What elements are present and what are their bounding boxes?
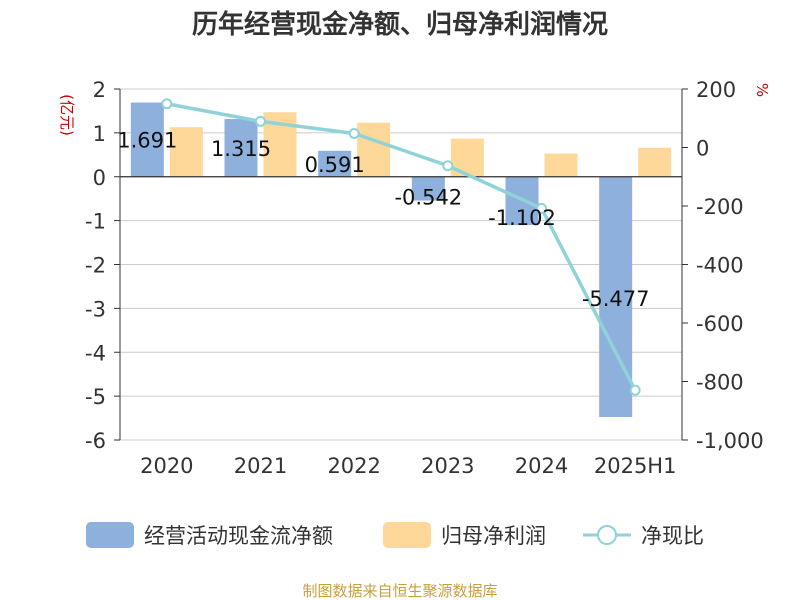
left-axis-tick-label: -1 <box>85 210 106 234</box>
x-axis-tick-label: 2024 <box>515 454 568 478</box>
left-axis-unit-label: (亿元) <box>58 94 76 136</box>
left-axis-tick-label: -3 <box>85 297 106 321</box>
bar-operating-cashflow <box>318 150 352 177</box>
legend-swatch-netprofit <box>383 522 431 548</box>
right-axis-tick-label: -400 <box>696 254 744 278</box>
legend-label-cashflow: 经营活动现金流净额 <box>144 524 333 548</box>
bar-net-profit <box>638 147 672 177</box>
left-axis-tick-label: 1 <box>93 122 106 146</box>
bar-value-label: 1.315 <box>211 137 271 161</box>
left-axis-tick-label: -4 <box>85 341 106 365</box>
right-axis-tick-label: 200 <box>696 78 736 102</box>
x-axis-tick-label: 2022 <box>327 454 380 478</box>
line-cash-ratio <box>166 102 637 392</box>
right-axis-tick-label: -600 <box>696 312 744 336</box>
right-axis-tick-label: -1,000 <box>696 429 764 453</box>
bar-value-label: 1.691 <box>117 129 177 153</box>
x-axis-tick-label: 2025H1 <box>594 454 677 478</box>
bar-value-label: 0.591 <box>305 153 365 177</box>
bar-operating-cashflow <box>411 176 445 201</box>
legend-swatch-cashflow <box>86 522 134 548</box>
left-axis-tick-label: -6 <box>85 429 106 453</box>
legend-label-ratio: 净现比 <box>641 524 704 548</box>
line-point <box>442 160 454 172</box>
bar-net-profit <box>544 153 578 177</box>
right-axis-tick-label: -800 <box>696 371 744 395</box>
legend-label-netprofit: 归母净利润 <box>441 524 546 548</box>
bar-operating-cashflow <box>224 119 258 177</box>
bar-value-label: -5.477 <box>582 287 650 311</box>
left-axis-tick-label: 2 <box>93 78 106 102</box>
data-source-note: 制图数据来自恒生聚源数据库 <box>302 582 497 600</box>
bar-value-label: -1.102 <box>488 206 556 230</box>
line-point <box>536 202 547 214</box>
bar-operating-cashflow <box>130 102 164 177</box>
chart-title: 历年经营现金净额、归母净利润情况 <box>192 9 608 40</box>
bar-value-label: -0.542 <box>394 186 462 210</box>
left-axis-tick-label: -2 <box>85 254 106 278</box>
bar-net-profit <box>357 122 391 177</box>
right-axis-tick-label: -200 <box>696 195 744 219</box>
bar-net-profit <box>169 127 203 177</box>
left-axis-tick-label: 0 <box>93 166 106 190</box>
line-point <box>255 115 266 127</box>
left-axis-tick-label: -5 <box>85 385 106 409</box>
x-axis-tick-label: 2021 <box>234 454 287 478</box>
x-axis-tick-label: 2023 <box>421 454 474 478</box>
right-axis-unit-label: % <box>753 83 771 97</box>
line-point <box>629 384 641 396</box>
x-axis-tick-label: 2020 <box>140 454 193 478</box>
right-axis-tick-label: 0 <box>696 137 709 161</box>
line-point <box>348 127 360 139</box>
legend-swatch-marker <box>597 525 617 545</box>
line-point <box>161 98 173 110</box>
